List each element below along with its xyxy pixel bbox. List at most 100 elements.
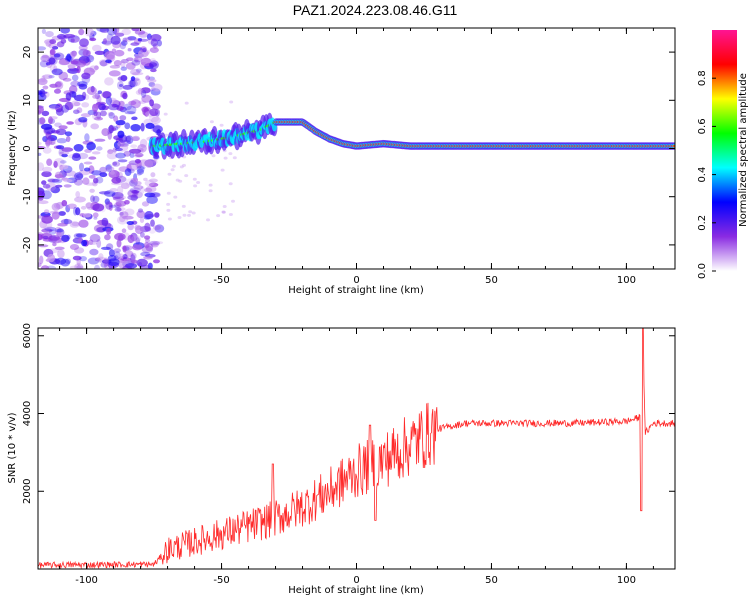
heat-blob <box>42 91 50 98</box>
y-tick-label: 0 <box>22 145 33 151</box>
heat-blob <box>123 103 132 111</box>
heat-blob <box>122 92 128 100</box>
heat-blob <box>136 258 148 267</box>
heat-blob <box>150 242 159 248</box>
heat-blob <box>136 172 142 176</box>
heat-blob <box>138 159 151 167</box>
heat-blob <box>38 78 47 83</box>
spectrogram-x-ticks: -100 -50 0 50 100 <box>59 28 654 286</box>
heat-blob <box>38 105 44 114</box>
heat-blob <box>38 196 44 201</box>
heat-blob <box>149 62 158 67</box>
heat-blob <box>123 150 131 157</box>
snr-plot-area <box>38 328 675 569</box>
heat-blob <box>117 130 125 138</box>
heat-blob <box>61 104 70 113</box>
heat-blob <box>108 112 115 119</box>
heat-blob <box>64 131 73 137</box>
y-tick-label: -20 <box>22 237 33 253</box>
heat-blob <box>76 107 83 114</box>
heat-blob <box>117 185 124 195</box>
heat-blob <box>132 244 143 251</box>
heat-blob <box>140 166 146 170</box>
heat-blob <box>66 121 74 125</box>
heat-blob <box>130 194 138 202</box>
heat-blob <box>150 38 158 47</box>
heat-blob <box>139 138 148 148</box>
heat-blob <box>116 239 122 248</box>
heat-blob <box>132 72 144 76</box>
heat-blob <box>82 213 92 218</box>
heat-blob <box>120 182 130 190</box>
heat-blob <box>115 120 126 126</box>
heat-blob <box>42 184 51 189</box>
heat-blob <box>42 74 53 79</box>
heat-blob <box>120 66 128 71</box>
heat-blob <box>135 152 144 158</box>
heat-blob <box>144 187 153 193</box>
heat-blob <box>48 116 53 125</box>
heat-blob <box>120 75 128 82</box>
heat-blob <box>151 103 161 110</box>
heat-blob <box>47 253 56 263</box>
heat-blob <box>65 258 71 264</box>
heat-blob <box>88 165 95 174</box>
heat-blob <box>182 163 186 167</box>
heat-blob <box>228 213 233 216</box>
heat-blob <box>44 209 50 215</box>
heat-blob <box>54 81 62 88</box>
heat-blob <box>141 201 150 207</box>
heat-blob <box>187 213 191 217</box>
heat-blob <box>101 91 111 99</box>
heat-blob <box>150 172 156 178</box>
heat-blob <box>149 192 161 198</box>
heat-blob <box>208 183 213 187</box>
heat-blob <box>71 154 81 161</box>
heat-blob <box>154 224 165 233</box>
snr-series-line <box>38 328 675 569</box>
heat-blob <box>61 234 70 242</box>
heat-blob <box>99 28 110 33</box>
heat-blob <box>167 217 172 221</box>
heat-blob <box>140 57 152 67</box>
heat-blob <box>106 151 118 160</box>
heat-blob <box>104 77 114 86</box>
heat-blob <box>87 242 98 245</box>
spectrogram-y-label: Frequency (Hz) <box>7 110 18 186</box>
ridge-core <box>672 144 675 148</box>
heat-blob <box>98 253 104 261</box>
heat-blob <box>56 138 67 144</box>
heat-blob <box>105 96 112 105</box>
heat-blob <box>127 189 139 198</box>
heat-blob <box>40 54 50 63</box>
heat-blob <box>131 116 138 121</box>
heat-blob <box>127 79 138 88</box>
heat-blob <box>124 168 132 177</box>
colorbar-ticks: 0.0 0.2 0.4 0.6 0.8 <box>697 70 716 279</box>
heat-blob <box>38 152 42 156</box>
heat-blob <box>94 264 100 269</box>
heat-blob <box>48 43 58 49</box>
heat-blob <box>108 170 120 179</box>
heat-blob <box>42 235 49 240</box>
heat-blob <box>79 256 87 262</box>
snr-x-ticks: -100 -50 0 50 100 <box>59 328 654 586</box>
heat-blob <box>51 211 60 220</box>
heat-blob <box>55 184 63 188</box>
x-tick-label: 0 <box>353 575 359 586</box>
heat-blob <box>127 234 135 244</box>
heat-blob <box>184 101 189 105</box>
heat-blob <box>140 186 145 194</box>
heat-blob <box>155 109 160 113</box>
x-tick-label: -100 <box>75 575 98 586</box>
colorbar: 0.0 0.2 0.4 0.6 0.8 Normalized spectral ampl… <box>697 30 749 279</box>
heat-blob <box>51 68 63 76</box>
heat-blob <box>41 53 49 61</box>
heat-blob <box>66 135 71 143</box>
heat-blob <box>141 94 152 103</box>
heat-blob <box>57 249 65 259</box>
heat-blob <box>130 124 141 132</box>
heat-blob <box>99 166 107 174</box>
heat-blob <box>96 146 103 151</box>
heat-blob <box>85 202 93 209</box>
